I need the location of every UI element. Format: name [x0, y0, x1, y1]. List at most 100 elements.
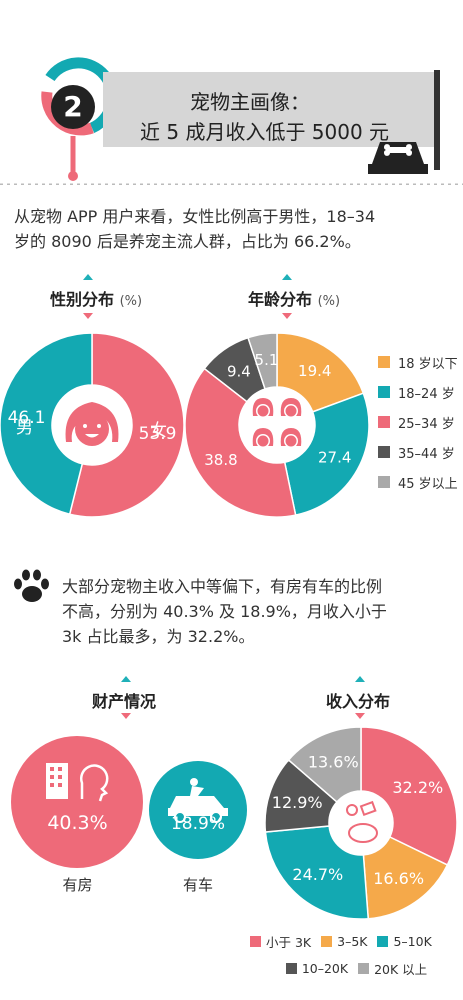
slice-label-1: 46.1	[8, 408, 46, 428]
header: 2 宠物主画像： 近 5 成月收入低于 5000 元	[0, 0, 463, 187]
age-title: 年龄分布 (%)	[248, 286, 340, 310]
legend-swatch	[358, 963, 370, 974]
slice-label-4: 5.1	[255, 351, 279, 369]
legend-label: 10–20K	[301, 961, 349, 976]
slice-1	[362, 835, 449, 920]
legend-label: 20K 以上	[374, 962, 428, 977]
thinking-head-icon	[80, 764, 109, 802]
header-stem-dot	[68, 171, 78, 181]
slice-0	[68, 332, 185, 518]
age-legend: 18 岁以下 18–24 岁 25–34 岁 35–44 岁 45 岁以上	[378, 347, 463, 497]
income-legend-item: 10–20K	[285, 959, 349, 978]
income-legend-item: 5–10K	[377, 932, 432, 951]
income-legend-item: 20K 以上	[358, 959, 427, 978]
car-circle	[149, 761, 247, 859]
income-text-line3: 3k 占比最多，为 32.2%。	[62, 627, 255, 646]
car-label: 有车	[182, 876, 213, 894]
slice-label-1: 27.4	[318, 448, 351, 466]
car-value: 18.9%	[170, 814, 225, 834]
income-text-line2: 不高，分别为 40.3% 及 18.9%，月收入小于	[62, 602, 387, 621]
age-title-marker-top	[282, 274, 292, 280]
age-legend-item: 35–44 岁	[378, 437, 463, 467]
assets-title-marker-top	[121, 676, 131, 682]
legend-label: 5–10K	[393, 934, 432, 949]
gender-title-text: 性别分布	[50, 290, 115, 309]
legend-label: 18–24 岁	[398, 386, 455, 402]
slice-0	[360, 726, 458, 866]
gender-title-marker-bottom	[83, 313, 93, 319]
age-chart: 19.4 27.4 38.8 9.45.1	[185, 332, 370, 518]
car-icon	[168, 778, 228, 823]
legend-swatch	[378, 416, 390, 428]
income-text: 大部分宠物主收入中等偏下，有房有车的比例 不高，分别为 40.3% 及 18.9…	[62, 574, 460, 649]
people-faces-icon	[240, 388, 314, 462]
piggy-bank-icon	[330, 792, 392, 854]
slice-label-2: 38.8	[204, 451, 237, 469]
dog-bowl-icon	[368, 142, 428, 174]
assets-title: 财产情况	[92, 692, 157, 711]
income-legend-item: 3–5K	[321, 932, 367, 951]
income-text-line1: 大部分宠物主收入中等偏下，有房有车的比例	[62, 577, 383, 596]
slice-label-0: 19.4	[298, 362, 331, 380]
slice-1	[283, 392, 370, 516]
gender-chart: 53.9 46.1	[0, 332, 185, 518]
legend-swatch	[250, 936, 261, 947]
legend-label: 35–44 岁	[398, 446, 455, 462]
slice-0	[276, 332, 365, 413]
slice-2	[185, 367, 297, 518]
slice-label-2: 24.7%	[292, 865, 343, 884]
slice-label-0: 32.2%	[392, 778, 443, 797]
age-legend-item: 45 岁以上	[378, 467, 463, 497]
slice-label-3: 12.9%	[272, 793, 323, 812]
age-title-text: 年龄分布	[248, 290, 313, 309]
header-number: 2	[63, 90, 83, 123]
age-legend-item: 18–24 岁	[378, 377, 463, 407]
income-legend-row: 小于 3K 3–5K 5–10K	[250, 932, 463, 951]
slice-label-1: 16.6%	[373, 869, 424, 888]
intro-line1: 从宠物 APP 用户来看，女性比例高于男性，18–34	[14, 207, 376, 226]
slice-4	[287, 726, 362, 804]
income-legend-row: 10–20K 20K 以上	[250, 959, 463, 978]
intro-text: 从宠物 APP 用户来看，女性比例高于男性，18–34 岁的 8090 后是养宠…	[14, 204, 454, 254]
header-title-line1: 宠物主画像：	[190, 90, 310, 114]
paw-icon	[14, 569, 49, 602]
header-banner	[103, 72, 438, 147]
assets-title-marker-bottom	[121, 713, 131, 719]
income-chart: 32.2% 16.6% 24.7% 12.9% 13.6%	[264, 726, 458, 920]
slice-4	[247, 332, 278, 390]
age-legend-item: 18 岁以下	[378, 347, 463, 377]
gender-male-label: 男	[16, 418, 33, 438]
slice-2	[264, 825, 370, 920]
gender-title: 性别分布 (%)	[50, 286, 142, 310]
age-title-marker-bottom	[282, 313, 292, 319]
header-title-line2: 近 5 成月收入低于 5000 元	[140, 120, 390, 144]
slice-1	[0, 332, 93, 516]
slice-label-4: 13.6%	[308, 753, 359, 772]
legend-swatch	[378, 446, 390, 458]
legend-swatch	[378, 356, 390, 368]
legend-swatch	[378, 476, 390, 488]
legend-label: 小于 3K	[266, 935, 312, 950]
gender-title-unit: (%)	[119, 294, 143, 309]
house-label: 有房	[62, 876, 93, 894]
legend-swatch	[377, 936, 389, 947]
legend-label: 45 岁以上	[398, 476, 458, 492]
slice-label-0: 53.9	[139, 424, 177, 444]
house-value: 40.3%	[47, 812, 108, 834]
legend-label: 25–34 岁	[398, 416, 455, 432]
income-title-marker-top	[355, 676, 365, 682]
header-number-badge	[51, 85, 95, 129]
header-bar	[434, 70, 440, 170]
building-icon	[46, 763, 68, 799]
legend-label: 18 岁以下	[398, 356, 458, 372]
age-legend-item: 25–34 岁	[378, 407, 463, 437]
income-legend: 小于 3K 3–5K 5–10K 10–20K 20K 以上	[250, 932, 463, 986]
income-title-marker-bottom	[355, 713, 365, 719]
legend-label: 3–5K	[337, 934, 368, 949]
gender-female-label: 女	[150, 421, 167, 441]
legend-swatch	[321, 936, 333, 947]
slice-label-3: 9.4	[227, 362, 251, 380]
house-circle	[11, 736, 143, 868]
income-legend-item: 小于 3K	[250, 932, 311, 951]
income-title: 收入分布	[326, 692, 391, 711]
